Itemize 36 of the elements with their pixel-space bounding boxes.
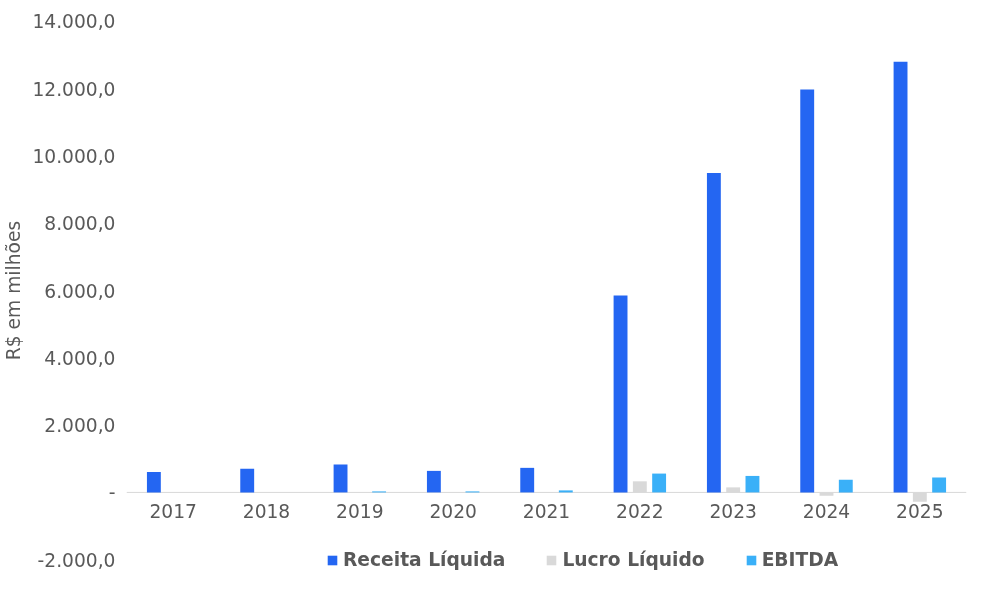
legend-label: Receita Líquida — [343, 549, 506, 570]
bar — [426, 470, 441, 493]
y-tick-label: 12.000,0 — [32, 78, 116, 100]
y-axis-title: R$ em milhões — [3, 220, 25, 361]
bar — [932, 477, 947, 493]
legend-label: Lucro Líquido — [562, 549, 705, 570]
bar — [558, 490, 573, 493]
bar — [613, 295, 628, 493]
x-tick-label: 2018 — [242, 501, 291, 523]
bar — [652, 473, 667, 493]
bar — [838, 479, 853, 493]
x-tick-label: 2024 — [802, 501, 851, 523]
legend-label: EBITDA — [761, 549, 839, 570]
x-tick-label: 2017 — [149, 501, 197, 523]
x-tick-label: 2021 — [522, 501, 571, 523]
x-tick-label: 2023 — [709, 501, 757, 523]
bar — [240, 468, 255, 493]
x-tick-label: 2025 — [896, 501, 944, 523]
bar — [706, 173, 721, 493]
x-tick-label: 2022 — [616, 501, 664, 523]
y-tick-label: -2.000,0 — [37, 549, 116, 571]
bar — [745, 475, 760, 493]
y-tick-label: 14.000,0 — [32, 11, 116, 33]
y-tick-label: 10.000,0 — [32, 145, 116, 167]
y-tick-label: 4.000,0 — [44, 347, 116, 369]
y-tick-label: 6.000,0 — [44, 280, 116, 302]
y-tick-label: 2.000,0 — [44, 415, 116, 437]
bar — [333, 464, 348, 493]
y-tick-label: 8.000,0 — [44, 213, 116, 235]
y-tick-label: - — [108, 482, 116, 504]
x-tick-label: 2020 — [429, 501, 477, 523]
bar — [893, 61, 908, 493]
bar — [520, 467, 535, 493]
bar — [146, 471, 161, 493]
bar — [800, 89, 815, 493]
x-tick-label: 2019 — [336, 501, 384, 523]
